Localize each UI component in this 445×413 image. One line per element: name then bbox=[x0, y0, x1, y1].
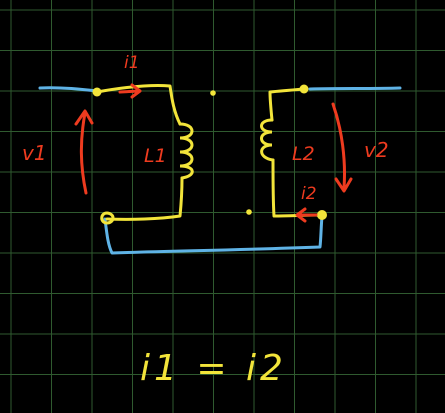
l2-label: L2 bbox=[292, 143, 315, 165]
primary-bottom-terminal bbox=[100, 211, 115, 225]
bottom-blue-return-wire bbox=[103, 214, 324, 255]
primary-bottom-wire bbox=[105, 176, 184, 221]
v1-voltage-arrow bbox=[74, 109, 94, 195]
primary-top-terminal bbox=[92, 87, 102, 97]
i2-current-arrow bbox=[295, 207, 318, 223]
v1-label: v1 bbox=[22, 141, 47, 165]
i1-current-arrow bbox=[118, 83, 142, 99]
secondary-top-wire bbox=[268, 87, 306, 122]
v2-label: v2 bbox=[364, 138, 389, 162]
i1-label: i1 bbox=[124, 53, 140, 73]
v2-voltage-arrow bbox=[331, 102, 353, 193]
secondary-winding bbox=[246, 84, 327, 220]
secondary-top-terminal bbox=[299, 84, 309, 94]
l1-label: L1 bbox=[144, 145, 167, 167]
secondary-polarity-dot bbox=[246, 209, 252, 215]
annotations-labels: i1 v1 L1 L2 v2 i2 bbox=[22, 53, 389, 204]
top-left-blue-wire bbox=[38, 86, 99, 93]
current-equation: i1 = i2 bbox=[140, 348, 287, 389]
primary-top-wire bbox=[95, 83, 182, 126]
annotations-arrows bbox=[74, 83, 353, 223]
top-right-blue-wire bbox=[308, 86, 402, 91]
primary-coil bbox=[178, 122, 194, 180]
external-wiring bbox=[38, 86, 402, 255]
secondary-bottom-terminal bbox=[317, 210, 327, 220]
secondary-coil bbox=[260, 118, 275, 162]
primary-winding bbox=[92, 83, 216, 225]
i2-label: i2 bbox=[301, 184, 317, 204]
primary-polarity-dot bbox=[210, 90, 216, 96]
